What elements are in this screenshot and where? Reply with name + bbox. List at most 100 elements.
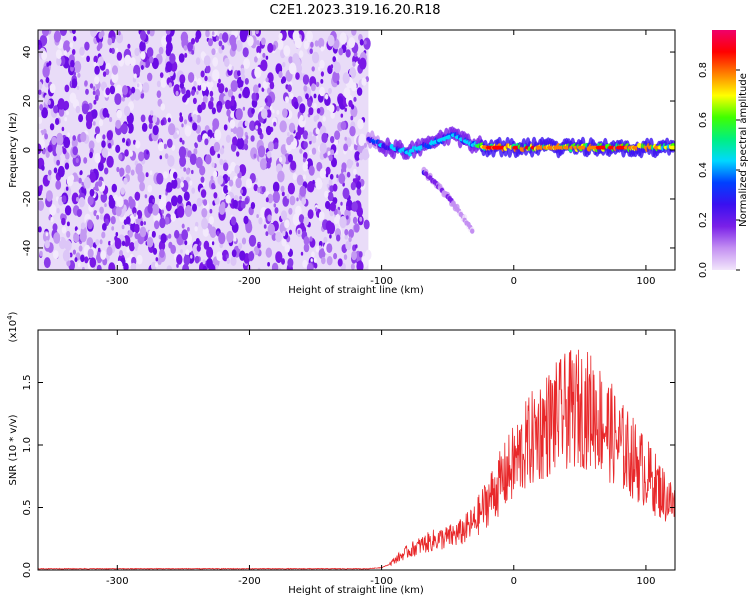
x-tick-label: -100 <box>370 276 393 287</box>
noise-cell <box>241 30 249 38</box>
noise-cell <box>262 80 268 90</box>
noise-cell <box>230 256 237 266</box>
noise-cell <box>119 172 123 177</box>
noise-cell <box>116 51 123 61</box>
noise-cell <box>319 59 325 69</box>
noise-cell <box>231 66 234 70</box>
noise-cell <box>240 68 245 76</box>
noise-cell <box>104 167 109 175</box>
noise-cell <box>133 240 139 249</box>
noise-cell <box>79 170 83 176</box>
noise-cell <box>278 71 283 78</box>
noise-cell <box>195 156 203 169</box>
noise-cell <box>193 80 197 87</box>
noise-cell <box>179 137 183 143</box>
noise-cell <box>123 262 129 270</box>
snr-x-ticks: -300 -200 -100 0 100 <box>106 330 655 587</box>
noise-cell <box>250 147 258 160</box>
noise-cell <box>185 249 190 256</box>
noise-cell <box>165 61 173 73</box>
noise-cell <box>239 195 242 200</box>
noise-cell <box>318 248 326 260</box>
noise-cell <box>46 62 50 67</box>
noise-cell <box>71 49 76 55</box>
noise-cell <box>47 99 51 105</box>
noise-cell <box>342 187 350 200</box>
x-tick-label: 100 <box>636 276 655 287</box>
noise-cell <box>204 138 209 146</box>
noise-cell <box>79 46 85 56</box>
noise-cell <box>130 57 136 66</box>
noise-cell <box>171 195 178 207</box>
noise-cell <box>242 47 249 58</box>
noise-cell <box>92 86 96 91</box>
noise-cell <box>352 61 356 67</box>
noise-cell <box>224 57 230 67</box>
noise-cell <box>154 220 160 230</box>
noise-cell <box>189 153 197 165</box>
noise-cell <box>345 49 351 58</box>
noise-cell <box>146 47 154 58</box>
noise-cell <box>184 125 192 137</box>
noise-cell <box>260 59 268 72</box>
noise-cell <box>92 121 96 126</box>
noise-cell <box>194 255 200 264</box>
noise-cell <box>160 77 167 88</box>
noise-cell <box>318 106 325 116</box>
noise-cell <box>95 133 102 143</box>
noise-cell <box>202 95 208 104</box>
noise-cell <box>171 178 178 189</box>
noise-cell <box>80 131 87 143</box>
noise-cell <box>348 100 353 108</box>
snr-multiplier-label: (x104) <box>6 311 19 342</box>
noise-cell <box>275 231 282 243</box>
noise-cell <box>200 189 207 198</box>
noise-cell <box>216 105 222 113</box>
noise-cell <box>258 217 263 225</box>
noise-cell <box>202 259 206 265</box>
noise-cell <box>254 56 258 63</box>
noise-cell <box>157 141 164 152</box>
noise-cell <box>143 221 146 226</box>
noise-cell <box>265 125 272 136</box>
noise-cell <box>249 120 256 132</box>
noise-cell <box>336 234 341 242</box>
noise-cell <box>97 179 103 187</box>
noise-cell <box>227 89 234 98</box>
noise-cell <box>242 106 246 111</box>
noise-cell <box>70 59 75 68</box>
noise-cell <box>65 186 69 191</box>
noise-cell <box>146 237 154 248</box>
noise-cell <box>228 179 234 187</box>
noise-cell <box>244 138 249 145</box>
noise-cell <box>292 213 301 226</box>
noise-cell <box>55 180 62 190</box>
noise-cell <box>339 32 347 45</box>
noise-cell <box>255 30 259 35</box>
noise-cell <box>253 153 257 159</box>
noise-cell <box>244 143 249 151</box>
noise-cell <box>84 256 89 264</box>
noise-cell <box>256 45 262 55</box>
noise-cell <box>170 212 176 222</box>
noise-cell <box>315 127 320 135</box>
noise-cell <box>49 123 55 131</box>
noise-cell <box>288 62 297 75</box>
noise-cell <box>326 243 333 254</box>
noise-cell <box>218 33 223 40</box>
noise-cell <box>332 56 337 63</box>
noise-cell <box>194 226 198 232</box>
noise-cell <box>119 250 123 257</box>
colorbar-tick-label: 0.0 <box>698 262 709 278</box>
noise-cell <box>58 107 65 117</box>
secondary-trace-cell <box>470 228 475 234</box>
noise-cell <box>78 177 82 184</box>
noise-cell <box>112 65 118 75</box>
snr-y-axis-label: SNR (10 * v/v) <box>8 414 19 485</box>
noise-cell <box>319 168 327 179</box>
noise-cell <box>50 216 54 223</box>
noise-cell <box>48 169 52 176</box>
noise-cell <box>279 154 287 165</box>
noise-cell <box>56 207 60 214</box>
noise-cell <box>233 236 237 242</box>
